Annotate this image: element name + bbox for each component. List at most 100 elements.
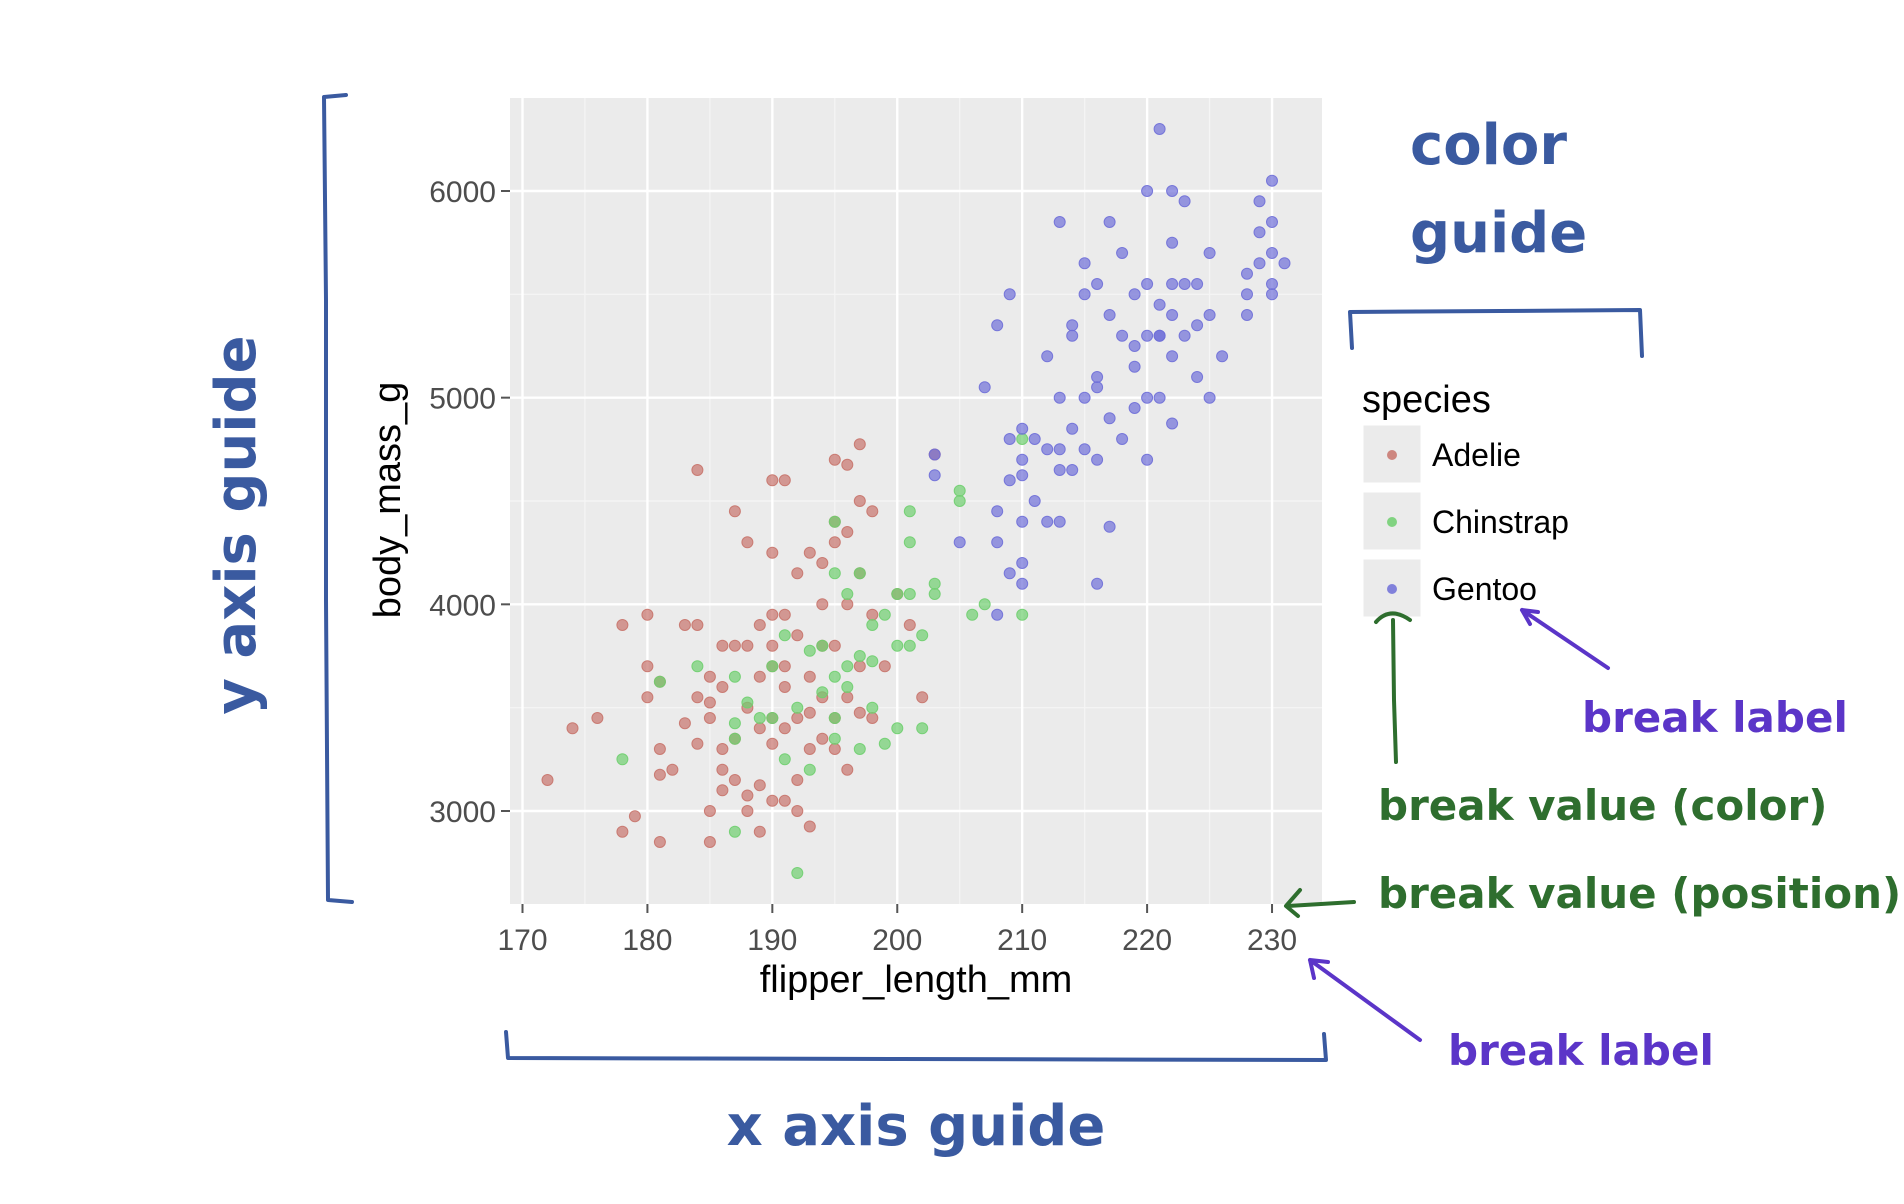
y-axis-guide-label: y axis guide (204, 335, 269, 714)
point-adelie (678, 619, 691, 631)
break-label-legend-label: break label (1582, 693, 1848, 742)
x-axis-guide-label: x axis guide (727, 1094, 1106, 1159)
point-chinstrap (828, 515, 841, 528)
point-gentoo (1041, 515, 1054, 528)
point-chinstrap (953, 495, 966, 507)
point-adelie (878, 660, 891, 673)
point-chinstrap (741, 696, 754, 709)
point-gentoo (1153, 298, 1166, 311)
point-chinstrap (803, 644, 816, 657)
point-chinstrap (791, 867, 804, 879)
point-chinstrap (903, 536, 916, 549)
point-adelie (866, 505, 879, 518)
point-adelie (753, 779, 766, 792)
point-gentoo (1028, 433, 1041, 445)
point-adelie (653, 768, 666, 781)
point-gentoo (1141, 391, 1154, 404)
point-adelie (778, 474, 791, 487)
legend-key-adelie (1387, 450, 1397, 460)
point-chinstrap (753, 712, 766, 724)
point-gentoo (1178, 329, 1191, 342)
point-chinstrap (778, 753, 791, 766)
point-gentoo (1266, 278, 1278, 290)
point-adelie (703, 805, 716, 817)
point-adelie (766, 737, 779, 750)
point-chinstrap (853, 743, 866, 755)
point-adelie (841, 598, 854, 611)
point-adelie (716, 784, 729, 797)
point-adelie (778, 608, 791, 621)
point-adelie (641, 608, 654, 621)
y-axis-title: body_mass_g (367, 382, 409, 619)
y-tick-label: 6000 (429, 176, 496, 209)
point-gentoo (1103, 520, 1116, 533)
point-adelie (803, 670, 816, 683)
point-chinstrap (853, 567, 866, 580)
point-chinstrap (891, 588, 904, 600)
point-gentoo (1091, 453, 1104, 466)
point-gentoo (1016, 469, 1029, 482)
point-chinstrap (966, 608, 979, 621)
point-gentoo (1253, 257, 1266, 270)
point-adelie (691, 691, 704, 704)
point-gentoo (1266, 216, 1278, 228)
point-chinstrap (728, 670, 741, 683)
point-chinstrap (766, 660, 779, 673)
point-gentoo (1166, 350, 1179, 363)
point-gentoo (1016, 557, 1029, 569)
legend: species Adelie Chinstrap Gentoo (1360, 379, 1569, 620)
point-adelie (853, 438, 866, 451)
y-tick-label: 5000 (429, 383, 496, 416)
point-gentoo (1153, 329, 1166, 342)
point-gentoo (991, 319, 1004, 332)
point-adelie (803, 743, 816, 755)
point-adelie (816, 598, 829, 611)
point-adelie (691, 737, 704, 750)
point-adelie (753, 619, 766, 631)
point-adelie (741, 789, 754, 802)
point-adelie (728, 774, 741, 786)
point-chinstrap (853, 650, 866, 662)
point-chinstrap (891, 722, 904, 735)
point-adelie (616, 825, 629, 838)
point-chinstrap (978, 598, 991, 611)
point-adelie (716, 639, 729, 652)
legend-key-gentoo (1387, 584, 1397, 594)
point-gentoo (1128, 340, 1141, 352)
point-gentoo (1153, 123, 1166, 135)
point-gentoo (1053, 216, 1066, 228)
point-adelie (828, 743, 841, 755)
break-value-color-label: break value (color) (1378, 781, 1827, 830)
point-adelie (841, 763, 854, 776)
plot-panel (510, 98, 1322, 904)
point-gentoo (1128, 402, 1141, 414)
point-gentoo (1016, 422, 1029, 435)
point-chinstrap (728, 825, 741, 838)
point-chinstrap (728, 717, 741, 730)
point-gentoo (1078, 288, 1091, 301)
point-gentoo (1266, 174, 1278, 187)
point-adelie (766, 608, 779, 621)
point-gentoo (1103, 216, 1116, 228)
point-chinstrap (803, 763, 816, 776)
point-adelie (753, 722, 766, 735)
point-adelie (828, 639, 841, 652)
point-adelie (841, 691, 854, 704)
point-adelie (641, 660, 654, 673)
point-adelie (641, 691, 654, 704)
point-gentoo (1141, 278, 1154, 290)
point-adelie (866, 608, 879, 621)
x-axis-title: flipper_length_mm (760, 959, 1073, 1001)
point-gentoo (1166, 278, 1179, 290)
point-chinstrap (828, 670, 841, 683)
point-chinstrap (1016, 608, 1029, 621)
point-adelie (691, 464, 704, 476)
point-gentoo (1266, 247, 1278, 259)
point-chinstrap (841, 681, 854, 693)
point-adelie (791, 774, 804, 786)
point-gentoo (1166, 236, 1179, 249)
point-adelie (653, 836, 666, 848)
point-gentoo (991, 536, 1004, 549)
point-adelie (828, 536, 841, 549)
